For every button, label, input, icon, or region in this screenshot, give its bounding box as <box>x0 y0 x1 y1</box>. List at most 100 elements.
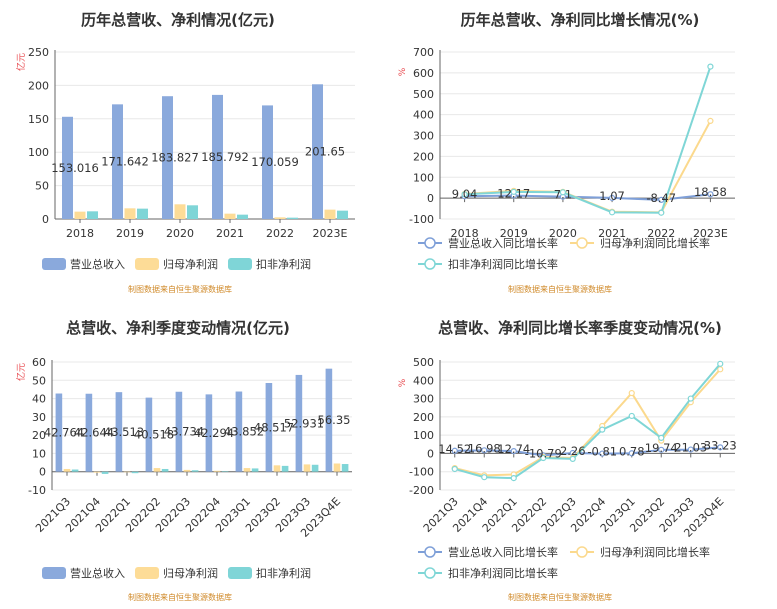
point-营业总收入同比增长率 <box>687 446 694 453</box>
legend-marker <box>424 258 436 270</box>
y-tick-label: 100 <box>413 429 434 442</box>
y-tick-label: 0 <box>42 213 49 226</box>
bar-归母净利润 <box>93 471 101 473</box>
bar-扣非净利润 <box>341 464 349 472</box>
legend-item: 营业总收入同比增长率 <box>418 545 558 559</box>
data-label: 52.931 <box>284 416 324 430</box>
legend-item: 归母净利润同比增长率 <box>570 236 710 250</box>
point-扣非净利润同比增长率 <box>599 426 606 433</box>
point-归母净利润同比增长率 <box>707 117 714 124</box>
data-label: 19.74 <box>645 441 678 455</box>
legend-item: 营业总收入 <box>42 566 125 580</box>
point-营业总收入同比增长率 <box>510 447 517 455</box>
point-扣非净利润同比增长率 <box>658 434 665 441</box>
y-tick-label: 0 <box>39 466 46 479</box>
bar-归母净利润 <box>333 463 341 472</box>
x-tick-label: 2022 <box>647 227 675 240</box>
data-label: 1.07 <box>599 189 625 203</box>
point-归母净利润同比增长率 <box>628 389 635 397</box>
legend-marker <box>576 237 588 249</box>
point-扣非净利润同比增长率 <box>628 412 635 420</box>
point-扣非净利润同比增长率 <box>510 475 517 482</box>
legend-label: 扣非净利润 <box>256 566 311 580</box>
data-label: 185.792 <box>201 150 249 164</box>
point-扣非净利润同比增长率 <box>461 191 468 198</box>
bar-归母净利润 <box>273 465 281 472</box>
bar-归母净利润 <box>303 464 311 472</box>
bar-扣非净利润 <box>71 469 79 472</box>
legend-marker <box>424 546 436 558</box>
legend-label: 营业总收入 <box>70 257 125 271</box>
y-tick-label: 0 <box>427 192 434 205</box>
y-tick-label: 50 <box>32 374 46 387</box>
legend-item: 营业总收入 <box>42 257 125 271</box>
x-tick-label: 2018 <box>451 227 479 240</box>
y-tick-label: -200 <box>409 484 434 497</box>
point-扣非净利润同比增长率 <box>540 454 547 462</box>
legend-swatch <box>42 567 66 579</box>
bar-扣非净利润 <box>131 471 139 474</box>
source-note: 制图数据来自恒生聚源数据库 <box>508 592 612 602</box>
bar-扣非净利润 <box>221 471 229 472</box>
legend-label: 扣非净利润同比增长率 <box>448 257 558 271</box>
bar-归母净利润 <box>123 471 131 473</box>
bar-归母净利润 <box>153 468 161 472</box>
point-营业总收入同比增长率 <box>608 194 616 202</box>
y-tick-label: -10 <box>28 484 46 497</box>
y-tick-label: 40 <box>32 393 46 406</box>
y-tick-label: 200 <box>413 411 434 424</box>
y-unit-label: % <box>398 378 408 387</box>
bar-营业总收入 <box>265 382 273 472</box>
legend-label: 扣非净利润同比增长率 <box>448 566 558 580</box>
source-note: 制图数据来自恒生聚源数据库 <box>508 284 612 294</box>
bar-营业总收入 <box>62 116 73 219</box>
bar-归母净利润 <box>174 204 186 219</box>
data-label: 201.65 <box>305 145 345 159</box>
legend-label: 归母净利润 <box>163 566 218 580</box>
y-tick-label: 200 <box>28 79 49 92</box>
legend-item: 扣非净利润 <box>228 257 311 271</box>
y-tick-label: -100 <box>409 466 434 479</box>
y-tick-label: 10 <box>32 447 46 460</box>
y-tick-label: 400 <box>413 374 434 387</box>
chart-panel-2: 历年总营收、净利同比增长情况(%)% -100 0 100 200 300 400 500 60… <box>398 11 735 294</box>
y-tick-label: 500 <box>413 88 434 101</box>
point-营业总收入同比增长率 <box>658 446 665 453</box>
data-label: 42.764 <box>44 426 84 440</box>
point-营业总收入同比增长率 <box>451 447 458 454</box>
chart-title: 总营收、净利季度变动情况(亿元) <box>66 319 290 337</box>
line-扣非净利润同比增长率 <box>454 363 722 480</box>
bar-归母净利润 <box>124 208 136 219</box>
legend-swatch <box>228 258 252 270</box>
x-tick-label: 2019 <box>500 227 528 240</box>
chart-title: 总营收、净利同比增长率季度变动情况(%) <box>438 319 722 337</box>
data-label: 21.03 <box>674 441 707 455</box>
x-tick-label: 2019 <box>116 227 144 240</box>
bar-归母净利润 <box>63 468 71 472</box>
data-label: -10.79 <box>525 446 562 460</box>
data-label: -8.47 <box>646 191 676 205</box>
legend-label: 归母净利润同比增长率 <box>600 236 710 250</box>
point-扣非净利润同比增长率 <box>687 395 694 402</box>
point-扣非净利润同比增长率 <box>559 189 567 196</box>
y-tick-label: 700 <box>413 46 434 59</box>
legend-swatch <box>135 567 159 579</box>
data-label: 170.059 <box>251 155 299 169</box>
bar-归母净利润 <box>243 468 251 472</box>
line-归母净利润同比增长率 <box>454 368 721 477</box>
point-营业总收入同比增长率 <box>481 447 488 454</box>
point-扣非净利润同比增长率 <box>481 474 488 481</box>
chart-panel-1: 历年总营收、净利情况(亿元) 亿元 0 50 100 150 200 250 2018 2019 2… <box>15 11 355 294</box>
legend-label: 扣非净利润 <box>256 257 311 271</box>
y-tick-label: 600 <box>413 67 434 80</box>
bar-归母净利润 <box>224 213 236 219</box>
data-label: 42.644 <box>74 426 114 440</box>
bar-扣非净利润 <box>101 471 109 474</box>
chart-panel-4: 总营收、净利同比增长率季度变动情况(%)% -200 -100 0 100 200 300 4… <box>398 319 737 602</box>
y-tick-label: 250 <box>28 46 49 59</box>
y-unit-label: % <box>398 67 408 76</box>
point-归母净利润同比增长率 <box>717 366 724 373</box>
y-tick-label: 200 <box>413 150 434 163</box>
data-label: 12.74 <box>497 442 530 456</box>
